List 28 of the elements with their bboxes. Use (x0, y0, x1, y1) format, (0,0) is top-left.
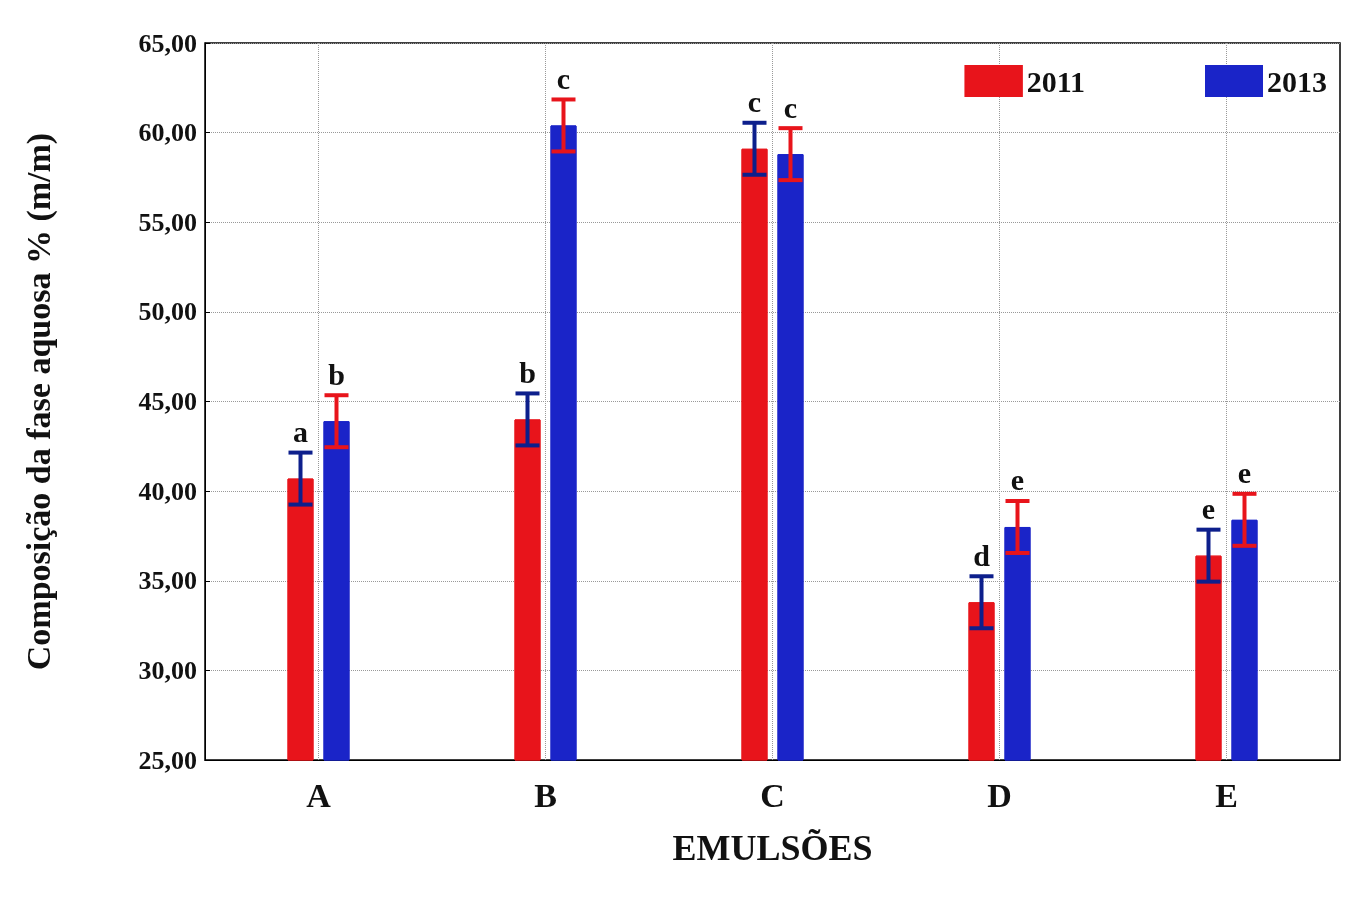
legend-label: 2011 (1026, 64, 1086, 98)
y-axis-title: Composição da fase aquosa % (m/m) (19, 132, 58, 671)
data-label: b (328, 357, 345, 391)
y-tick-label: 50,00 (138, 297, 197, 327)
data-label: b (519, 355, 536, 389)
y-tick-label: 35,00 (138, 566, 197, 596)
data-label: e (1237, 456, 1252, 490)
legend-label: 2013 (1267, 64, 1327, 98)
y-tick-label: 45,00 (138, 387, 197, 416)
data-label: a (293, 415, 308, 449)
x-axis-title: EMULSÕES (672, 828, 873, 868)
data-label: c (747, 85, 762, 119)
data-label: c (556, 61, 571, 95)
y-tick-label: 25,00 (138, 745, 197, 775)
data-label: e (1010, 463, 1025, 497)
x-tick-label: B (534, 776, 557, 814)
y-tick-label: 60,00 (138, 118, 197, 148)
data-label: e (1201, 492, 1216, 526)
y-tick-label: 40,00 (138, 476, 197, 506)
y-tick-label: 65,00 (138, 28, 197, 58)
y-tick-label: 55,00 (138, 207, 197, 237)
data-label: d (973, 538, 991, 572)
x-tick-label: C (760, 776, 785, 814)
x-tick-label: D (987, 776, 1012, 814)
y-tick-label: 30,00 (138, 655, 197, 685)
x-tick-label: A (306, 776, 332, 814)
data-label: c (783, 90, 798, 124)
x-tick-label: E (1215, 776, 1238, 814)
